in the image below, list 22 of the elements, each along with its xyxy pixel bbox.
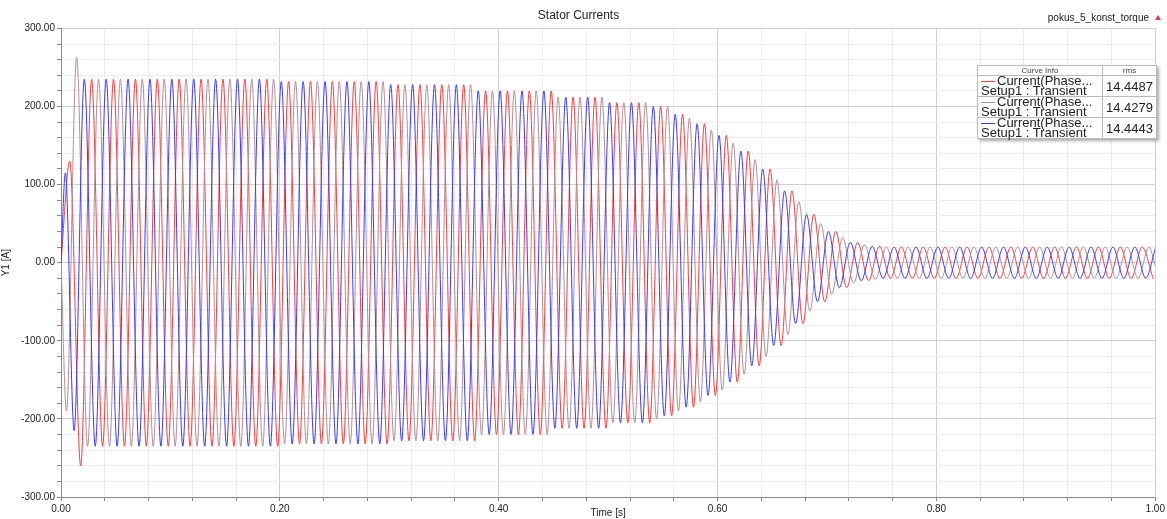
x-axis-title: Time [s] xyxy=(590,506,626,518)
y-tick-label: 300.00 xyxy=(24,22,56,34)
y-tick-label: 100.00 xyxy=(24,178,56,190)
x-tick-label: 0.20 xyxy=(270,502,291,514)
x-tick-label: 0.40 xyxy=(488,502,509,514)
chart-subtitle: pokus_5_konst_torque xyxy=(1047,12,1149,23)
y-tick-label: 200.00 xyxy=(24,100,56,112)
y-tick-label: 0.00 xyxy=(35,256,56,268)
x-tick-label: 1.00 xyxy=(1145,502,1166,514)
x-tick-label: 0.00 xyxy=(51,502,72,514)
x-tick-label: 0.80 xyxy=(926,502,947,514)
annotation: 14.4487 xyxy=(1102,75,1157,97)
y-tick-label: -200.00 xyxy=(21,412,56,424)
legend-title: Curve Info xyxy=(977,65,1103,76)
y-tick-label: -100.00 xyxy=(21,334,56,346)
y-tick-label: -300.00 xyxy=(21,490,56,502)
annotation: rms xyxy=(1102,65,1157,76)
y-axis-title: Y1 [A] xyxy=(0,248,11,277)
annotation: 14.4279 xyxy=(1102,96,1157,118)
x-tick-label: 0.60 xyxy=(707,502,728,514)
chart-title: Stator Currents xyxy=(537,7,620,22)
annotation: 14.4443 xyxy=(1102,117,1157,139)
